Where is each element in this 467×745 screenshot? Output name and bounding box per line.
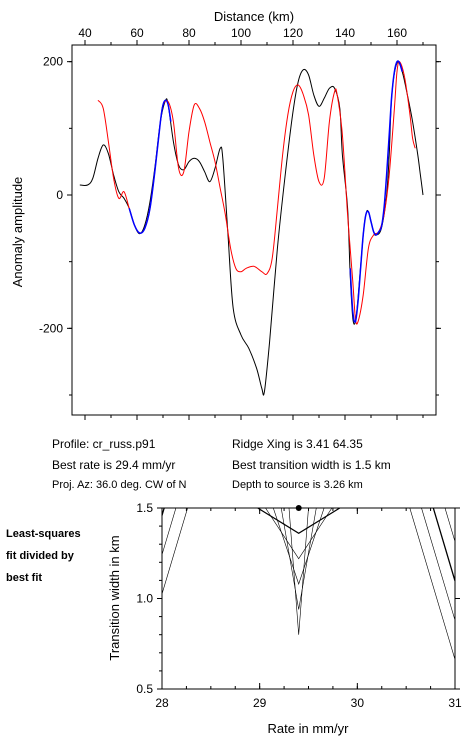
contour-line [273, 507, 325, 585]
misfit-y-tick-label: 0.5 [136, 682, 153, 696]
profile-label: Profile: cr_russ.p91 [52, 437, 156, 451]
contour-line [444, 507, 456, 542]
anomaly-plot-frame [71, 44, 437, 416]
contour-line [432, 507, 456, 582]
misfit-x-tick-label: 29 [253, 696, 267, 710]
bottom-y-axis-title: Transition width in km [107, 535, 122, 660]
misfit-contours [161, 507, 456, 660]
depth-label: Depth to source is 3.26 km [232, 479, 363, 491]
misfit-axis-ticks: 28 29 30 31 0.5 1.0 1.5 [136, 501, 462, 710]
misfit-plot-frame [161, 507, 456, 690]
x-tick-label: 40 [78, 26, 92, 40]
misfit-note-line: best fit [6, 572, 43, 584]
projection-azimuth-label: Proj. Az: 36.0 deg. CW of N [52, 479, 187, 491]
top-y-axis-title: Anomaly amplitude [10, 177, 25, 288]
fit_window-line [349, 60, 403, 323]
contour-line [257, 507, 341, 535]
best-width-label: Best transition width is 1.5 km [232, 458, 391, 472]
x-tick-label: 100 [231, 26, 251, 40]
best-rate-label: Best rate is 29.4 mm/yr [52, 458, 176, 472]
contour-line [161, 507, 165, 516]
contour-line [280, 507, 317, 610]
observed-line [79, 61, 424, 396]
contour-line [288, 507, 309, 635]
contour-line [421, 507, 456, 621]
x-tick-label: 140 [335, 26, 355, 40]
misfit-note: Least-squares fit divided by best fit [6, 523, 81, 589]
model-line [97, 60, 416, 325]
misfit-note-line: fit divided by [6, 550, 74, 562]
top-x-axis-title: Distance (km) [214, 9, 294, 24]
bottom-x-axis-title: Rate in mm/yr [268, 721, 350, 736]
x-tick-label: 60 [130, 26, 144, 40]
contour-line [161, 507, 188, 595]
contour-line [265, 507, 333, 560]
misfit-x-tick-label: 30 [351, 696, 365, 710]
misfit-x-tick-label: 31 [448, 696, 462, 710]
x-tick-label: 120 [283, 26, 303, 40]
anomaly-series [79, 60, 424, 396]
y-tick-label: 200 [43, 55, 63, 69]
ridge-crossing-label: Ridge Xing is 3.41 64.35 [232, 437, 363, 451]
misfit-note-line: Least-squares [6, 528, 81, 540]
best-fit-marker [295, 505, 302, 511]
misfit-y-tick-label: 1.5 [136, 501, 153, 515]
y-tick-label: -200 [39, 321, 63, 335]
fit_window-line [128, 99, 172, 234]
contour-line [161, 507, 177, 555]
anomaly-axis-ticks: 40 60 80 100 120 140 160 200 0 -200 [39, 26, 441, 420]
misfit-x-tick-label: 28 [155, 696, 169, 710]
misfit-y-tick-label: 1.0 [136, 592, 153, 606]
y-tick-label: 0 [56, 188, 63, 202]
x-tick-label: 80 [182, 26, 196, 40]
contour-line [409, 507, 456, 660]
x-tick-label: 160 [387, 26, 407, 40]
